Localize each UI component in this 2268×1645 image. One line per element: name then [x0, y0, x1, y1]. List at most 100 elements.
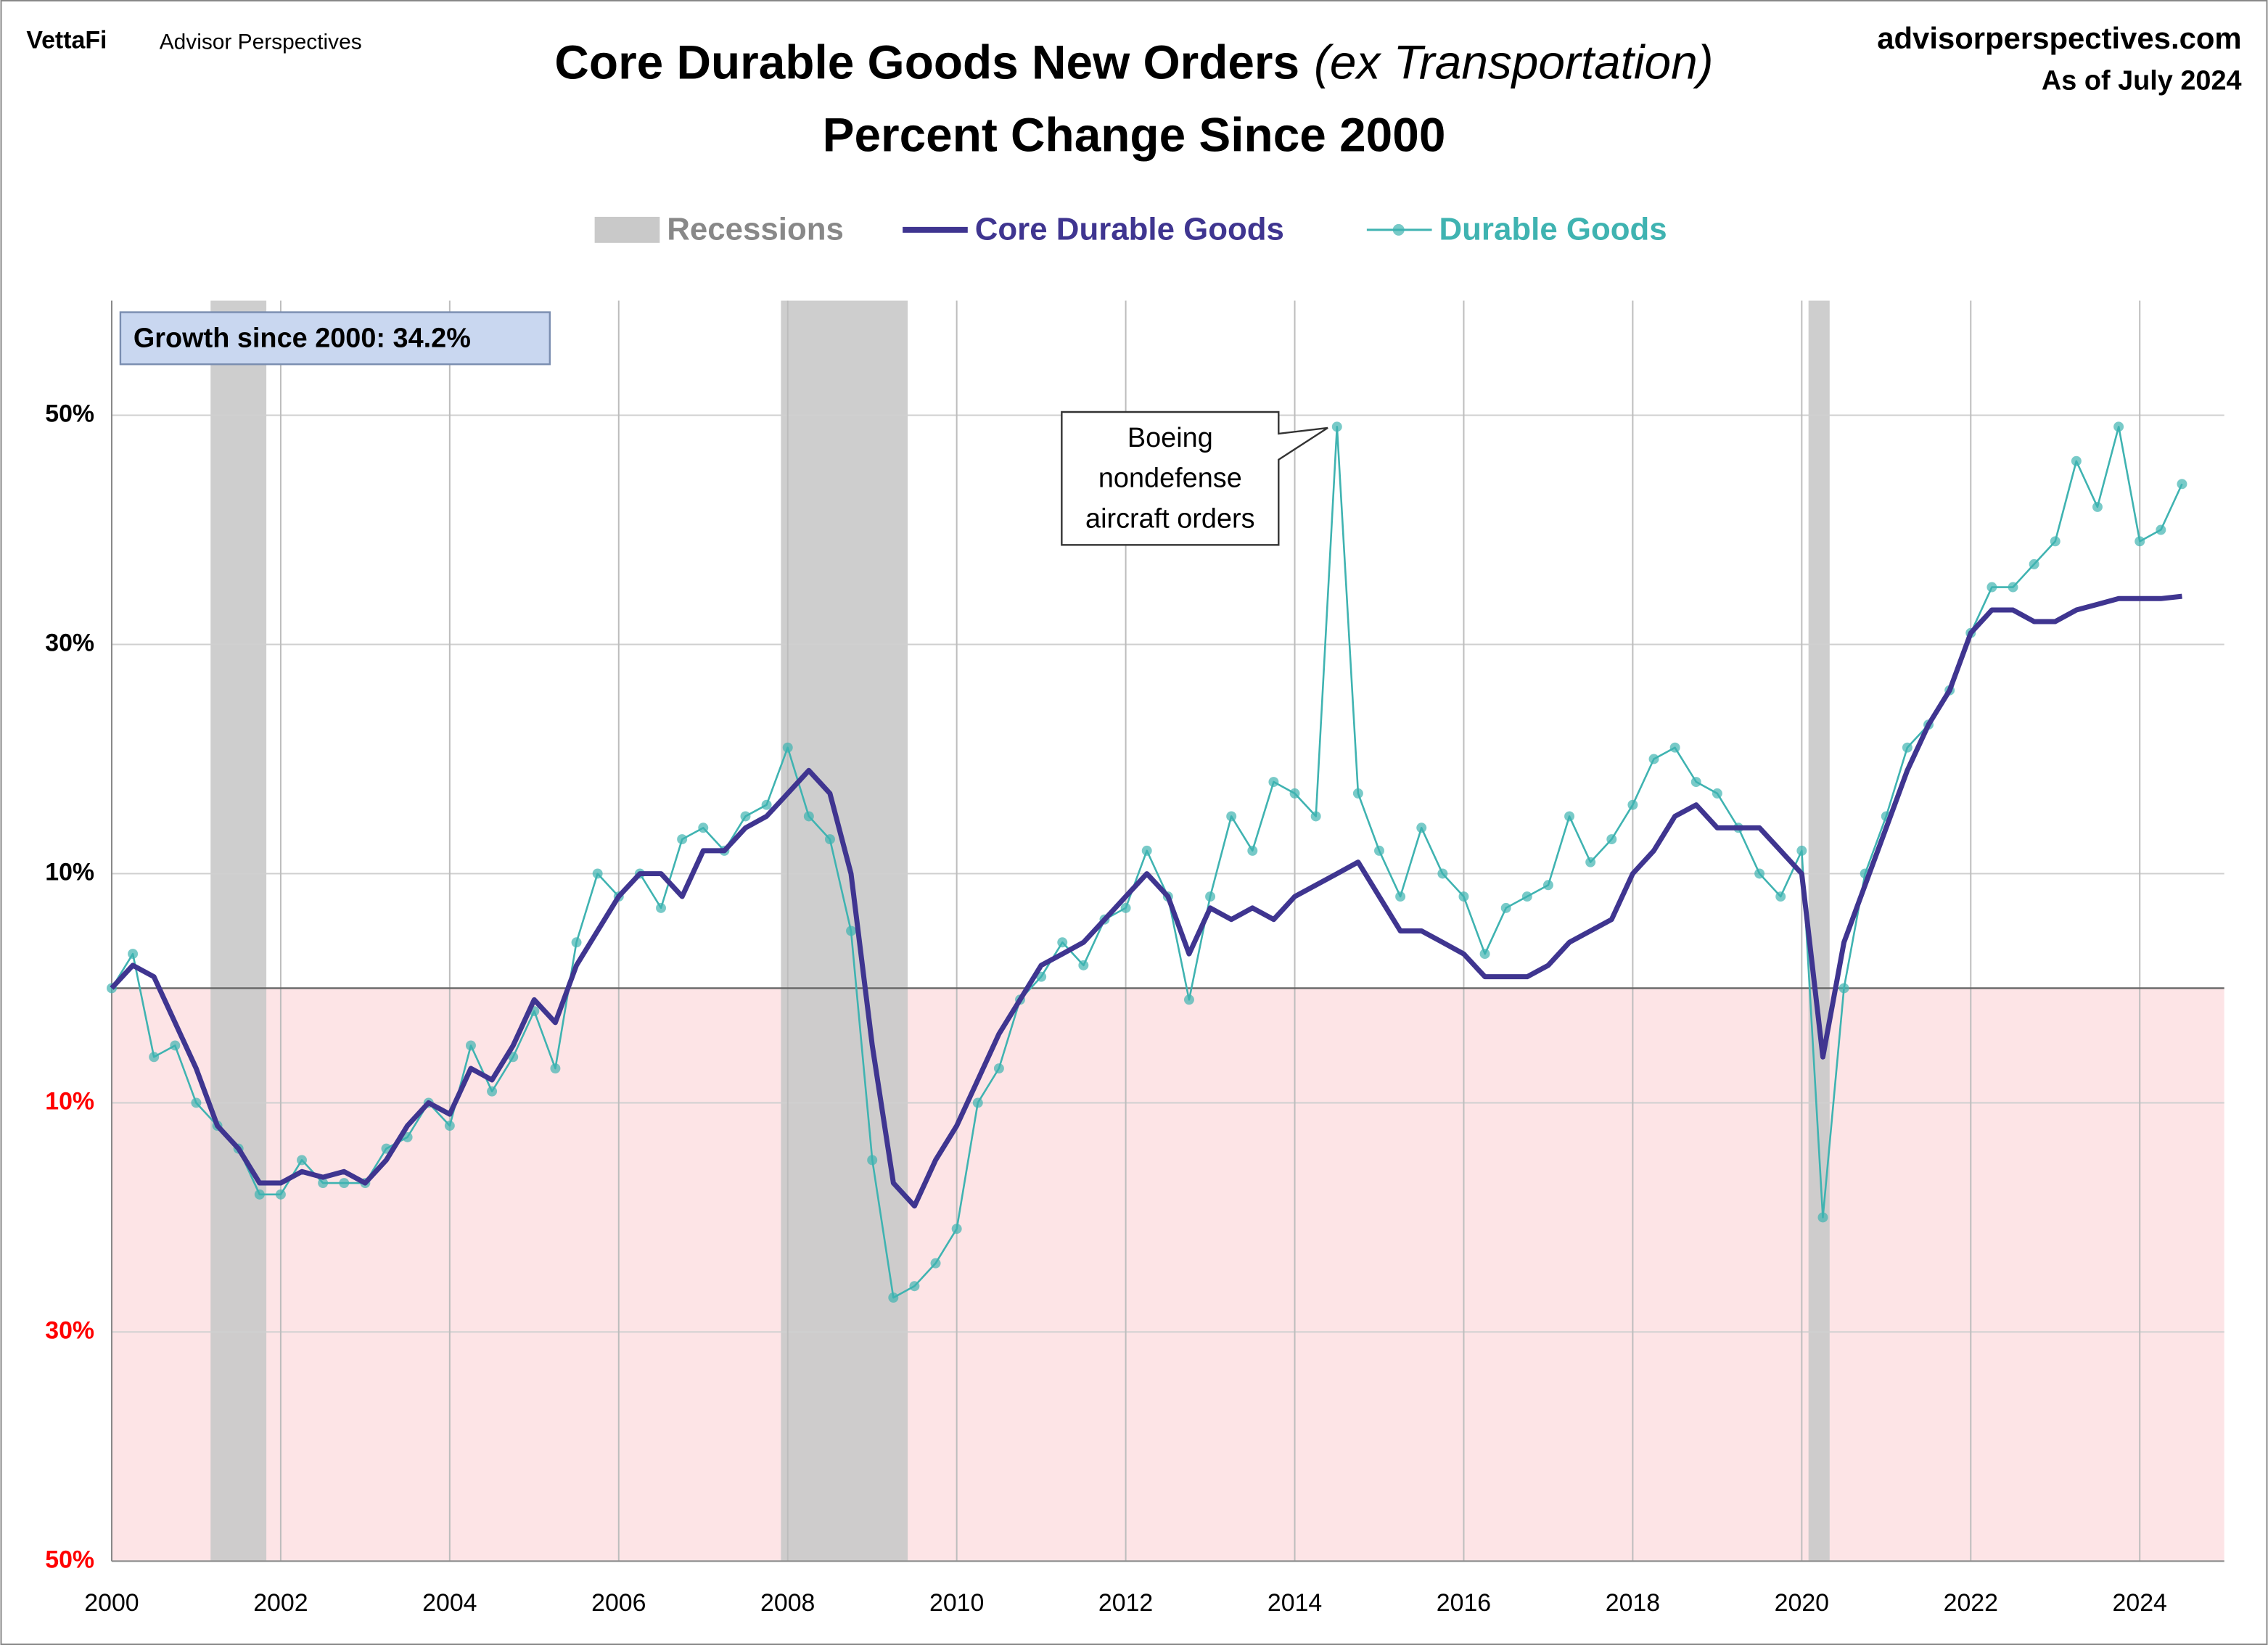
series-line	[110, 593, 2182, 1209]
series-marker	[1606, 834, 1617, 845]
series-marker	[550, 1063, 561, 1074]
series-marker	[254, 1189, 265, 1200]
recession-band	[1808, 300, 1830, 1562]
series-marker	[1183, 994, 1194, 1005]
series-marker	[1902, 742, 1912, 753]
series-marker	[1247, 845, 1258, 856]
series-marker	[846, 925, 857, 936]
series-marker	[1395, 891, 1406, 902]
series-marker	[1374, 845, 1384, 856]
series-marker	[1838, 983, 1849, 994]
series-marker	[1542, 880, 1553, 891]
series-marker	[2092, 501, 2103, 512]
x-tick-label: 2018	[1606, 1589, 1660, 1617]
series-marker	[1458, 891, 1469, 902]
series-marker	[1205, 891, 1216, 902]
title-note: (ex Transportation)	[1314, 36, 1714, 89]
series-marker	[318, 1178, 329, 1189]
series-marker	[191, 1097, 202, 1108]
series-marker	[761, 799, 772, 810]
series-marker	[1310, 811, 1321, 822]
series-marker	[782, 742, 793, 753]
series-marker	[2113, 421, 2124, 432]
series-marker	[1226, 811, 1237, 822]
series-marker	[487, 1086, 498, 1097]
series-marker	[1817, 1212, 1828, 1223]
series-marker	[2071, 455, 2082, 466]
series-marker	[1775, 891, 1786, 902]
series-marker	[1078, 960, 1089, 970]
series-marker	[297, 1155, 308, 1166]
series-marker	[740, 811, 751, 822]
series-marker	[1712, 788, 1722, 799]
y-tick-label: 50%	[45, 400, 94, 427]
series-marker	[149, 1052, 160, 1063]
legend-label: Durable Goods	[1439, 211, 1667, 247]
recession-band	[781, 300, 908, 1562]
series-marker	[972, 1097, 983, 1108]
series-marker	[128, 949, 139, 960]
callout-text: nondefense	[1098, 463, 1242, 494]
series-marker	[656, 902, 666, 913]
series-marker	[867, 1155, 878, 1166]
growth-annotation: Growth since 2000: 34.2%	[133, 323, 471, 353]
series-marker	[571, 937, 582, 948]
brand-sub: Advisor Perspectives	[160, 30, 362, 54]
callout-text: Boeing	[1127, 423, 1213, 453]
series-marker	[930, 1258, 941, 1269]
series-marker	[1500, 902, 1511, 913]
series-marker	[1754, 868, 1765, 879]
series-marker	[677, 834, 688, 845]
series-marker	[803, 811, 814, 822]
callout-text: aircraft orders	[1085, 503, 1255, 534]
series-marker	[1416, 822, 1427, 833]
series-marker	[993, 1063, 1004, 1074]
y-tick-label: 30%	[45, 1316, 94, 1344]
legend-marker	[1392, 223, 1405, 236]
series-marker	[275, 1189, 286, 1200]
x-tick-label: 2022	[1944, 1589, 1998, 1617]
series-marker	[1437, 868, 1448, 879]
callout-box	[1061, 411, 1328, 546]
series-marker	[1289, 788, 1300, 799]
series-marker	[1141, 845, 1152, 856]
negative-region	[111, 988, 2224, 1562]
x-tick-label: 2006	[591, 1589, 646, 1617]
series-marker	[1331, 421, 1342, 432]
x-tick-label: 2016	[1437, 1589, 1491, 1617]
y-tick-label: 10%	[45, 858, 94, 886]
series-marker	[1690, 777, 1701, 788]
series-marker	[339, 1178, 350, 1189]
series-marker	[1986, 582, 1997, 593]
title-main: Core Durable Goods New Orders	[554, 36, 1299, 89]
series-marker	[1268, 777, 1279, 788]
series-marker	[909, 1281, 920, 1292]
legend-label: Core Durable Goods	[975, 211, 1284, 247]
series-marker	[824, 834, 835, 845]
series-marker	[1036, 971, 1047, 982]
recession-band	[210, 300, 267, 1562]
x-tick-label: 2010	[929, 1589, 984, 1617]
series-marker	[170, 1040, 181, 1051]
x-tick-label: 2014	[1267, 1589, 1322, 1617]
series-marker	[1796, 845, 1807, 856]
as-of: As of July 2024	[2042, 66, 2242, 96]
series-marker	[592, 868, 603, 879]
series-marker	[2029, 558, 2039, 569]
series-marker	[1585, 857, 1596, 867]
x-tick-label: 2004	[422, 1589, 477, 1617]
series-marker	[951, 1224, 962, 1234]
x-tick-label: 2024	[2113, 1589, 2167, 1617]
series-marker	[2135, 536, 2145, 547]
chart-subtitle: Percent Change Since 2000	[823, 108, 1446, 162]
series-marker	[1521, 891, 1532, 902]
x-tick-label: 2020	[1775, 1589, 1829, 1617]
legend-swatch	[594, 216, 660, 243]
x-tick-label: 2000	[84, 1589, 139, 1617]
y-tick-label: 10%	[45, 1087, 94, 1115]
x-tick-label: 2008	[760, 1589, 815, 1617]
series-marker	[1057, 937, 1068, 948]
series-marker	[888, 1292, 899, 1303]
